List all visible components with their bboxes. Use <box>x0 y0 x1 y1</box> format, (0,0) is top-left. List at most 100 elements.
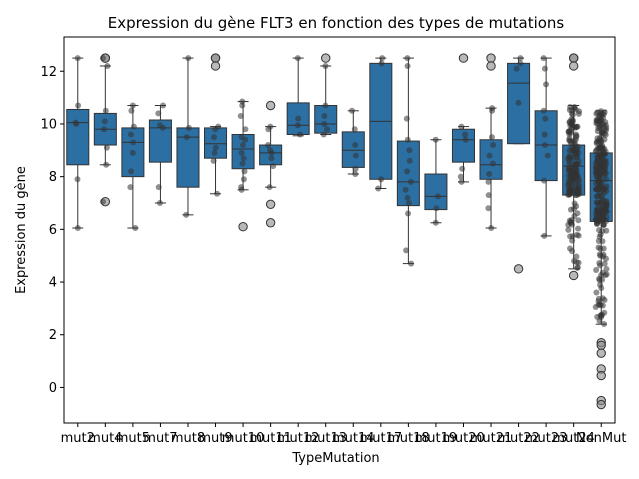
outlier-point <box>238 222 248 232</box>
data-point <box>542 142 549 149</box>
data-point <box>321 113 328 120</box>
data-point <box>185 55 192 62</box>
data-point <box>156 199 163 206</box>
data-point <box>159 124 166 131</box>
data-point <box>103 144 110 151</box>
data-point <box>432 219 439 226</box>
data-point <box>378 60 385 67</box>
data-point <box>489 107 496 114</box>
data-point <box>129 149 136 156</box>
data-point <box>544 152 551 159</box>
data-point <box>565 226 572 233</box>
data-point <box>575 180 582 187</box>
data-point <box>103 161 110 168</box>
box <box>148 119 172 163</box>
box-group-mut10 <box>231 98 255 232</box>
data-point <box>404 62 411 69</box>
data-point <box>458 178 465 185</box>
box <box>424 173 448 211</box>
data-point <box>212 144 219 151</box>
data-point <box>517 55 524 62</box>
data-point <box>268 155 275 162</box>
x-tick-label: mut2 <box>61 431 95 446</box>
data-point <box>127 184 134 191</box>
data-point <box>541 131 548 138</box>
data-point <box>462 131 469 138</box>
data-point <box>403 247 410 254</box>
data-point <box>595 237 602 244</box>
data-point <box>603 227 610 234</box>
y-tick-label: 6 <box>49 223 57 238</box>
x-tick-label: mut14 <box>332 431 375 446</box>
data-point <box>594 193 601 200</box>
data-point <box>379 55 386 62</box>
data-point <box>211 149 218 156</box>
data-point <box>601 309 608 316</box>
data-point <box>238 149 245 156</box>
data-point <box>185 124 192 131</box>
data-point <box>602 205 609 212</box>
data-point <box>403 115 410 122</box>
y-tick-label: 2 <box>49 328 57 343</box>
data-point <box>575 217 582 224</box>
data-point <box>183 211 190 218</box>
data-point <box>600 111 607 118</box>
box-group-mut20 <box>451 53 475 185</box>
data-point <box>600 245 607 252</box>
outlier-point <box>210 61 221 71</box>
outlier-point <box>596 399 606 410</box>
data-point <box>407 178 414 185</box>
x-axis: mut2mut4mut5mut7mut8mut9mut10mut11mut12m… <box>61 423 626 446</box>
outlier-point <box>265 218 276 228</box>
x-tick-label: mut8 <box>171 431 205 446</box>
data-point <box>597 252 604 259</box>
data-point <box>569 237 576 244</box>
data-point <box>129 102 136 109</box>
data-point <box>574 161 581 168</box>
data-point <box>488 134 495 141</box>
box-group-mut22 <box>507 55 531 274</box>
box-group-NonMut <box>589 108 613 410</box>
data-point <box>593 289 600 296</box>
data-point <box>485 178 492 185</box>
y-tick-label: 8 <box>49 170 57 185</box>
data-point <box>565 165 572 172</box>
data-point <box>241 168 248 175</box>
data-point <box>74 176 81 183</box>
axes-frame <box>63 36 616 424</box>
data-point <box>406 157 413 164</box>
data-point <box>573 203 580 210</box>
data-point <box>594 145 601 152</box>
data-point <box>265 142 272 149</box>
x-tick-label: mut11 <box>249 431 292 446</box>
data-point <box>432 136 439 143</box>
data-point <box>601 260 608 267</box>
data-point <box>457 173 464 180</box>
data-point <box>571 166 578 173</box>
x-tick-label: mut20 <box>442 431 485 446</box>
outlier-point <box>486 61 496 71</box>
box-group-mut9 <box>204 53 228 197</box>
data-point <box>490 142 497 149</box>
data-point <box>565 191 572 198</box>
data-point <box>402 186 409 193</box>
data-point <box>294 122 301 129</box>
data-point <box>598 129 605 136</box>
data-point <box>101 118 108 125</box>
data-point <box>569 107 576 114</box>
x-tick-label: mut18 <box>387 431 430 446</box>
box-group-mut2 <box>66 55 90 232</box>
data-point <box>489 160 496 167</box>
data-point <box>294 55 301 62</box>
data-point <box>160 102 167 109</box>
data-point <box>211 134 218 141</box>
outlier-point <box>321 53 331 63</box>
data-point <box>513 65 520 72</box>
data-point <box>593 214 600 221</box>
data-point <box>575 225 582 232</box>
data-point <box>599 179 606 186</box>
data-point <box>574 185 581 192</box>
data-point <box>602 170 609 177</box>
data-point <box>541 232 548 239</box>
data-point <box>571 257 578 264</box>
